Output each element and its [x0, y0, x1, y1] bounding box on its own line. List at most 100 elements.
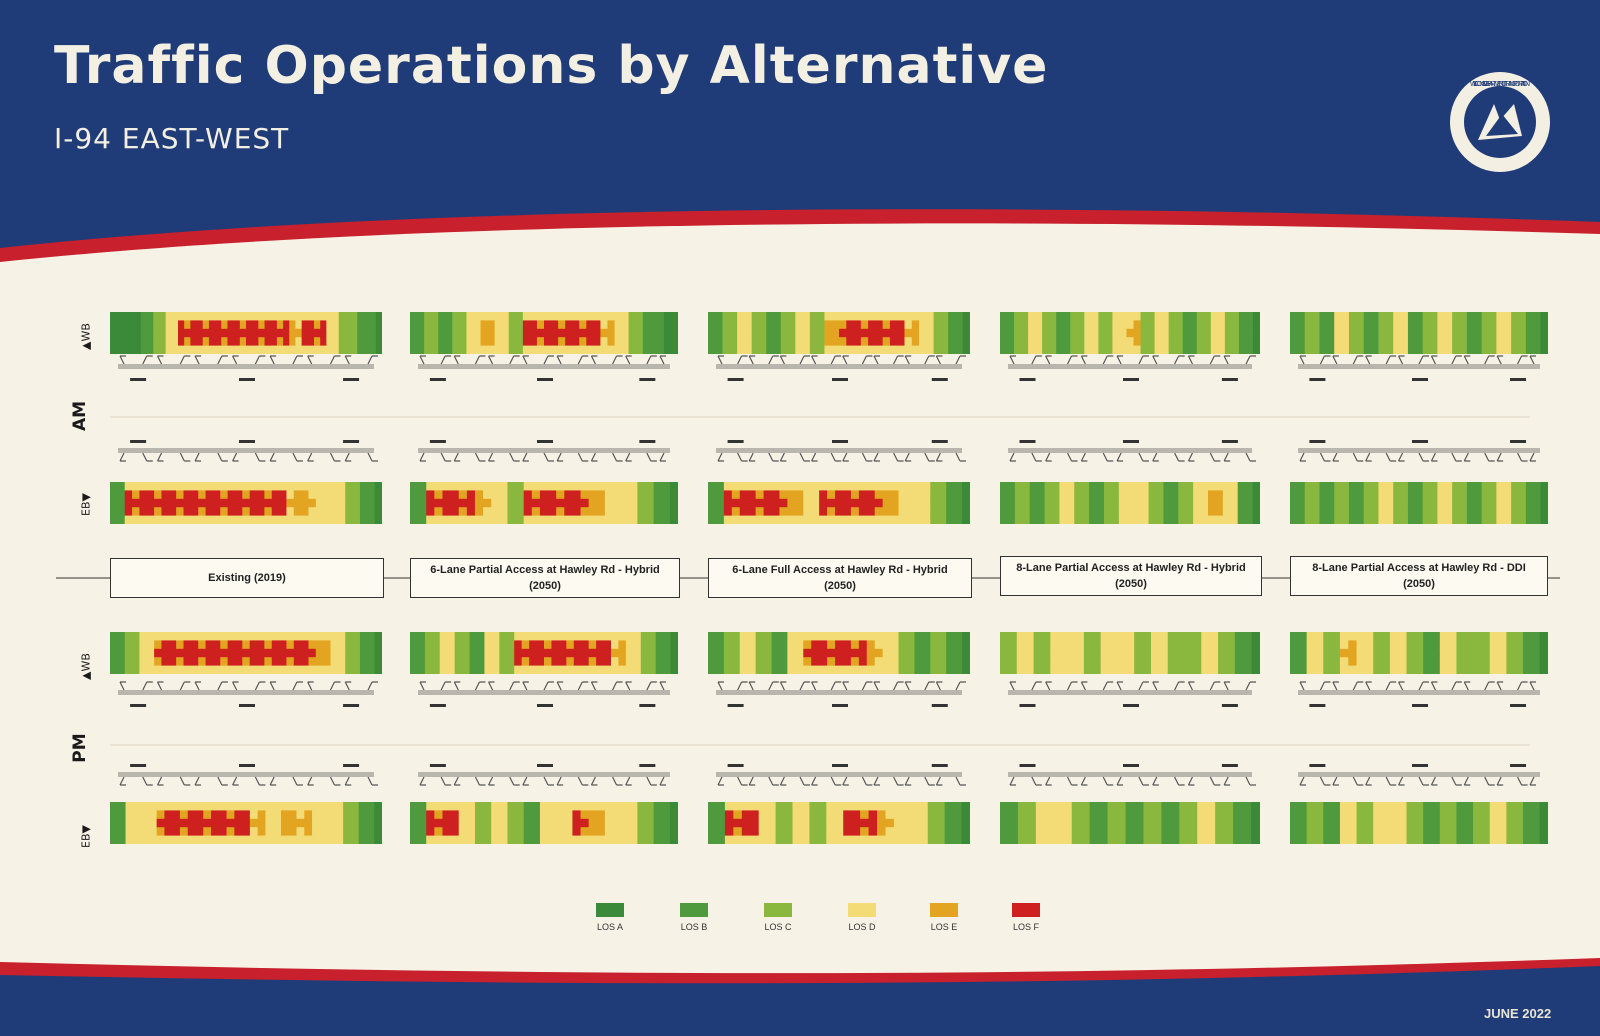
heatmap-cell — [1192, 665, 1202, 674]
heatmap-cell — [1437, 345, 1446, 354]
ramp-mark — [440, 776, 452, 786]
heatmap-cell — [633, 640, 642, 650]
heatmap-cell — [1210, 337, 1219, 347]
heatmap-cell — [323, 632, 332, 641]
heatmap-cell — [1098, 835, 1109, 844]
heatmap-cell — [858, 648, 868, 658]
heatmap-cell — [940, 328, 949, 338]
heatmap-cell — [1035, 810, 1046, 820]
heatmap-cell — [1161, 328, 1170, 338]
heatmap-cell — [572, 498, 582, 508]
ramp-mark — [924, 776, 935, 786]
heatmap-cell — [564, 482, 574, 491]
heatmap-cell — [205, 632, 214, 641]
ramp-mark — [1451, 452, 1462, 462]
heatmap-cell — [1474, 482, 1483, 491]
heatmap-cell — [499, 515, 509, 524]
heatmap-cell — [176, 648, 185, 658]
ramp-mark — [556, 452, 564, 462]
heatmap-cell — [280, 810, 290, 820]
heatmap-cell — [280, 818, 290, 828]
heatmap-cell — [919, 827, 929, 837]
heatmap-cell — [739, 648, 749, 658]
heatmap-cell — [539, 835, 549, 844]
heatmap-cell — [1245, 337, 1254, 347]
heatmap-cell — [962, 337, 970, 347]
heatmap-cell — [1334, 515, 1343, 524]
heatmap-cell — [715, 515, 725, 524]
heatmap-cell — [1089, 498, 1098, 508]
heatmap-cell — [580, 490, 590, 500]
heatmap-cell — [1143, 802, 1154, 811]
heatmap-cell — [1119, 320, 1128, 330]
heatmap-cell — [1044, 827, 1055, 837]
heatmap-cell — [1466, 320, 1475, 330]
heatmap-cell — [938, 507, 947, 517]
ramp-mark — [440, 452, 452, 462]
heatmap-cell — [851, 818, 861, 828]
heatmap-cell — [374, 835, 382, 844]
heatmap-cell — [827, 632, 836, 641]
heatmap-cell — [784, 827, 794, 837]
heatmap-cell — [1414, 802, 1424, 811]
ramp-mark — [1484, 681, 1495, 691]
heatmap-cell — [860, 328, 869, 338]
heatmap-cell — [1230, 498, 1239, 508]
ramp-mark — [1332, 355, 1339, 365]
heatmap-cell — [264, 632, 273, 641]
legend-item-los-a: LOS A — [580, 903, 640, 932]
heatmap-cell — [1323, 835, 1333, 844]
heatmap-cell — [183, 515, 192, 524]
heatmap-cell — [817, 312, 826, 321]
ramp-mark — [254, 776, 266, 786]
heatmap-cell — [955, 328, 964, 338]
heatmap-cell — [1242, 818, 1252, 828]
heatmap-cell — [458, 498, 468, 508]
heatmap-cell — [459, 328, 468, 338]
mainline-bar — [716, 364, 962, 369]
heatmap-cell — [933, 345, 942, 354]
heatmap-cell — [1037, 515, 1046, 524]
heatmap-cell — [332, 312, 340, 321]
heatmap-cell — [450, 802, 460, 811]
heatmap-cell — [902, 827, 912, 837]
heatmap-am-eb-alt-4 — [1290, 482, 1548, 524]
heatmap-cell — [1208, 490, 1217, 500]
heatmap-cell — [1498, 665, 1507, 674]
heatmap-cell — [293, 665, 302, 674]
ramp-mark — [1319, 355, 1331, 365]
heatmap-cell — [1154, 337, 1163, 347]
heatmap-cell — [122, 345, 130, 354]
heatmap-cell — [296, 810, 305, 820]
heatmap-cell — [246, 312, 253, 321]
heatmap-cell — [212, 640, 221, 650]
heatmap-cell — [868, 345, 876, 354]
heatmap-cell — [529, 312, 538, 321]
heatmap-cell — [708, 802, 718, 811]
heatmap-cell — [1518, 328, 1527, 338]
heatmap-cell — [824, 320, 833, 330]
heatmap-cell — [431, 320, 439, 330]
heatmap-cell — [1523, 810, 1532, 820]
heatmap-cell — [1540, 507, 1548, 517]
ramp-mark — [179, 681, 191, 691]
heatmap-cell — [1116, 810, 1127, 820]
heatmap-cell — [946, 640, 955, 650]
heatmap-cell — [897, 312, 906, 321]
heatmap-cell — [1525, 328, 1534, 338]
heatmap-cell — [1415, 482, 1424, 491]
heatmap-cell — [1459, 337, 1468, 347]
heatmap-cell — [1170, 482, 1179, 491]
heatmap-cell — [1066, 498, 1075, 508]
ramp-mark — [488, 452, 495, 462]
heatmap-pm-wb-alt-4 — [1290, 632, 1548, 674]
heatmap-cell — [1118, 498, 1127, 508]
ramp-mark — [1463, 355, 1471, 365]
heatmap-cell — [352, 665, 361, 674]
ramp-mark — [1045, 681, 1052, 691]
heatmap-cell — [164, 810, 173, 820]
ramp-mark — [842, 776, 849, 786]
heatmap-cell — [1356, 810, 1366, 820]
ramp-mark — [1152, 452, 1159, 462]
heatmap-cell — [824, 328, 833, 338]
